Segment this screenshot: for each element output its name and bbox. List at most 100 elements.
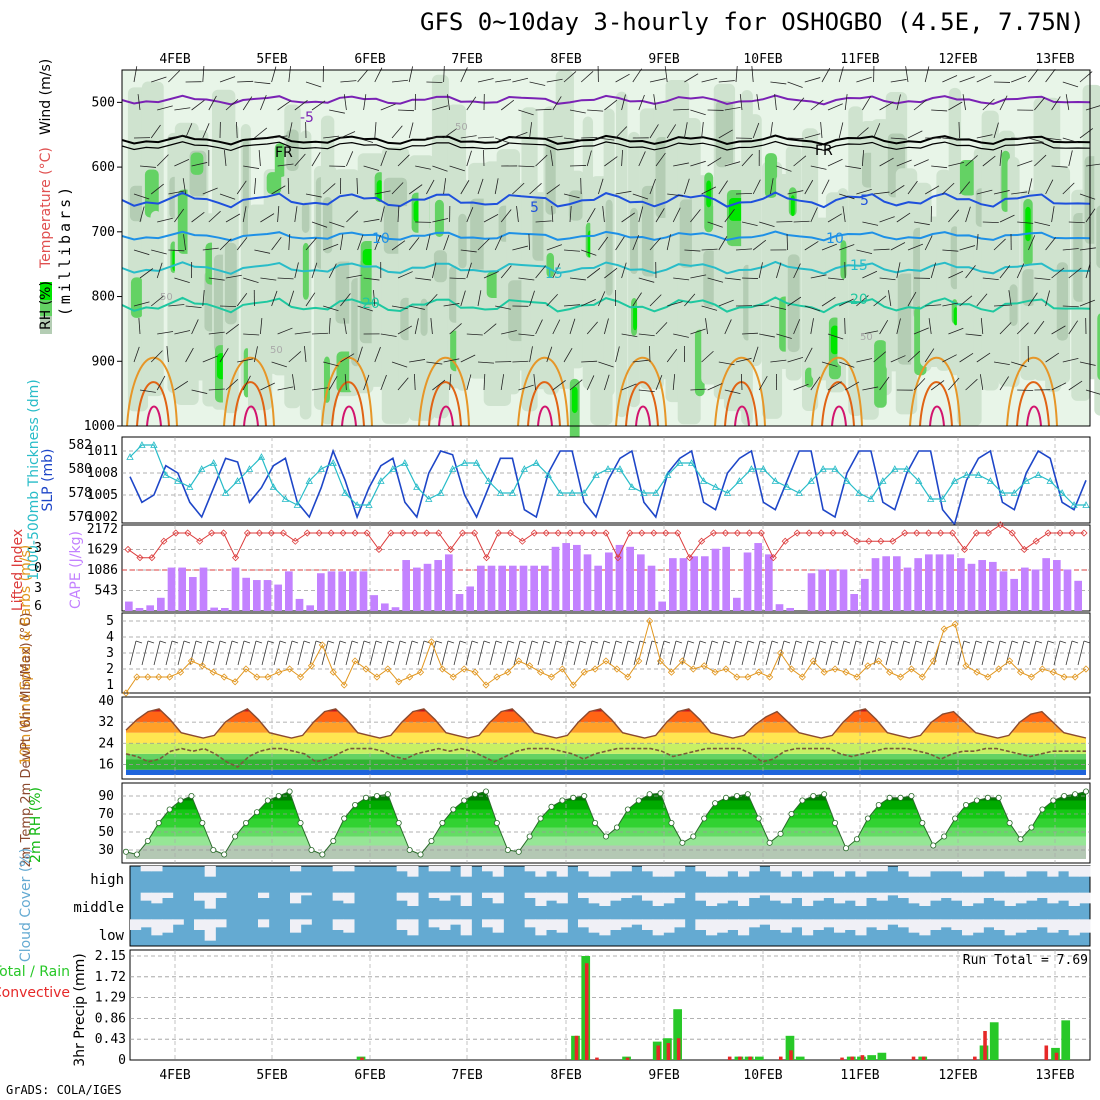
wind-barb: [477, 290, 482, 307]
lifted-index-line-point: [925, 529, 933, 537]
wind-barb: [701, 305, 718, 311]
cape-bar: [135, 607, 144, 611]
cloud-gap: [983, 919, 995, 928]
wind-barb: [183, 234, 186, 251]
rh-cell: [420, 298, 428, 336]
wind-barb: [844, 94, 848, 111]
cloud-gap: [1026, 866, 1038, 872]
thickness-line-point: [998, 489, 1007, 496]
wind-barb: [982, 221, 999, 223]
thickness-line-point: [245, 465, 254, 472]
wind-speed-line-point: [962, 662, 970, 670]
contour-label: 10: [826, 231, 844, 247]
lifted-index-line-point: [506, 529, 514, 537]
cloud-gap: [140, 919, 152, 928]
thickness-line-point: [520, 465, 529, 472]
cloud-gap: [1036, 919, 1048, 928]
cape-bar: [178, 567, 186, 611]
thickness-line-point: [926, 495, 935, 502]
thickness-line-point: [281, 495, 290, 502]
cloud-gap: [578, 892, 590, 898]
wind-barb: [529, 81, 546, 86]
lifted-index-line-point: [554, 529, 562, 537]
contour-35: [438, 405, 454, 427]
cloud-gap: [546, 919, 558, 930]
rh-line-point: [1028, 824, 1035, 831]
wind-barb: [810, 376, 821, 391]
rh-line-point: [352, 802, 359, 809]
dewpoint-line: [125, 747, 1086, 769]
cape-bar: [967, 563, 976, 611]
wind-barb: [705, 318, 708, 335]
date-label-top: 4FEB: [159, 52, 190, 67]
wind-barb: [1045, 68, 1056, 83]
wind-barb: [397, 206, 400, 223]
rh-line-point: [799, 797, 806, 804]
lifted-index-line-point: [172, 529, 180, 537]
cloud-gap: [716, 892, 728, 904]
wind-barb: [243, 333, 260, 336]
rh-line-point: [504, 847, 511, 854]
contour-25: [811, 356, 863, 427]
cloud-gap: [748, 866, 760, 872]
wind-barb: [202, 247, 219, 251]
wind-barb: [621, 640, 629, 666]
contour-label: 50: [270, 345, 283, 356]
contour-25: [714, 356, 766, 427]
wind-barb: [483, 271, 499, 279]
thickness-line-point: [209, 459, 218, 466]
rh-cell: [936, 169, 952, 371]
wind-barb: [999, 376, 1009, 391]
wind-barb: [260, 382, 275, 391]
lifted-index-line-point: [494, 529, 503, 537]
wind-barb: [525, 640, 533, 666]
wind-barb: [518, 277, 535, 281]
thickness-line-point: [425, 495, 433, 502]
wind-barb: [959, 245, 976, 251]
wind-barb: [842, 206, 846, 223]
wind-barb: [913, 327, 929, 335]
wind-barb: [1011, 361, 1027, 368]
cloud-gap: [887, 919, 899, 925]
wind-barb: [673, 333, 689, 338]
wind-barb: [357, 640, 365, 666]
wind-barb: [855, 640, 863, 644]
wind-barb: [460, 180, 470, 195]
wind-barb: [873, 295, 887, 307]
wind-barb: [873, 123, 881, 139]
axis-tick-label: 1011: [87, 444, 118, 459]
cloud-gap: [908, 919, 920, 933]
wind-barb: [1077, 640, 1085, 666]
cape-bar: [882, 556, 890, 611]
wind-barb: [223, 150, 227, 167]
axis-tick-label: 6: [34, 599, 42, 614]
wind-barb: [1016, 263, 1025, 279]
cloud-gap: [407, 892, 419, 906]
wind-barb: [735, 248, 752, 251]
wind-barb: [839, 244, 855, 251]
contour-label: 10: [372, 231, 390, 247]
wind-barb: [277, 206, 280, 223]
contour-30: [625, 381, 659, 427]
wind-barb: [495, 137, 511, 144]
rh-line-point: [1072, 791, 1079, 798]
wind-barb: [879, 277, 896, 281]
wind-barb: [907, 291, 917, 307]
cloud-gap: [620, 892, 632, 898]
wind-barb: [512, 77, 529, 83]
wind-barb: [563, 304, 580, 307]
wind-barb: [839, 361, 855, 368]
cloud-gap: [332, 919, 344, 930]
cloud-gap: [780, 919, 792, 933]
rh-line-point: [330, 838, 337, 845]
wind-barb: [965, 155, 978, 167]
wind-barb: [435, 640, 443, 644]
wind-barb: [896, 212, 911, 223]
wind-barb: [535, 319, 543, 335]
wind-barb: [460, 290, 466, 307]
cloud-gap: [780, 866, 792, 877]
precip-convective-bar: [738, 1056, 742, 1060]
wind-barb: [724, 389, 741, 394]
wind-speed-line-point: [1049, 668, 1057, 676]
thickness-line-point: [341, 489, 349, 496]
